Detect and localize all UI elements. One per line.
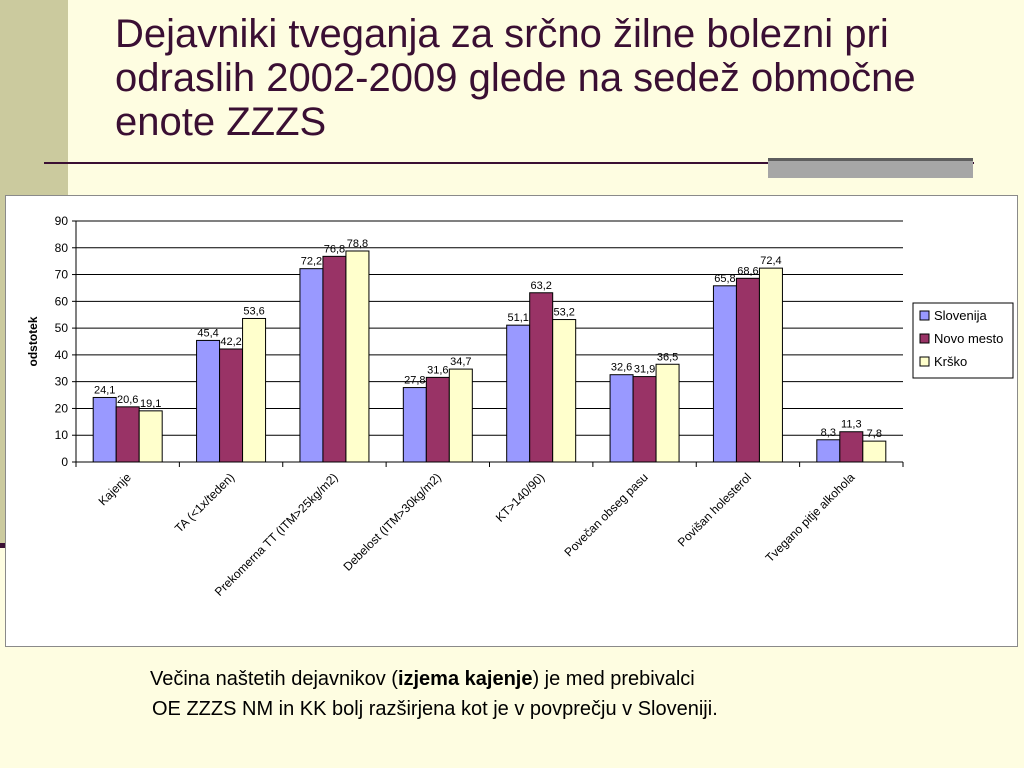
- slide-title: Dejavniki tveganja za srčno žilne bolezn…: [115, 12, 916, 144]
- bar-krško: [345, 250, 370, 463]
- y-tick-label: 20: [55, 401, 69, 415]
- y-tick-label: 60: [55, 294, 69, 308]
- data-label: 68,6: [737, 265, 758, 277]
- data-label: 72,2: [301, 256, 322, 268]
- x-tick-label: Prekomerna TT (ITM>25kg/m2): [212, 470, 341, 599]
- legend-box: [912, 302, 1014, 379]
- legend-swatch: [919, 310, 930, 321]
- data-label: 36,5: [657, 351, 678, 363]
- y-tick-label: 50: [55, 321, 69, 335]
- data-label: 11,3: [841, 419, 862, 431]
- title-rule: [44, 162, 974, 164]
- x-tick-label: Tvegano pitje alkohola: [763, 470, 858, 565]
- legend-label: Slovenija: [934, 308, 988, 323]
- x-tick-label: Kajenje: [96, 470, 134, 508]
- data-label: 34,7: [450, 356, 471, 368]
- bar-slovenija: [609, 374, 634, 463]
- x-tick-label: TA (<1x/teden): [172, 470, 237, 535]
- caption-text-after: ) je med prebivalci: [532, 668, 695, 690]
- caption-bold: izjema kajenje: [397, 668, 533, 690]
- y-tick-label: 90: [55, 214, 69, 228]
- data-label: 42,2: [220, 336, 241, 348]
- bar-krško: [758, 267, 783, 463]
- data-label: 65,8: [714, 273, 735, 285]
- data-label: 31,9: [634, 364, 655, 376]
- bar-krško: [655, 363, 680, 463]
- bar-novo-mesto: [219, 348, 244, 463]
- left-decor-tick: [0, 543, 6, 548]
- bar-krško: [552, 319, 577, 463]
- data-label: 78,8: [347, 238, 368, 250]
- y-tick-label: 0: [61, 455, 68, 469]
- data-label: 51,1: [507, 312, 528, 324]
- title-accent-bar: [768, 158, 973, 178]
- data-label: 27,8: [404, 375, 425, 387]
- y-tick-label: 70: [55, 268, 69, 282]
- bar-krško: [862, 440, 887, 463]
- legend-label: Krško: [934, 354, 967, 369]
- bar-novo-mesto: [839, 431, 864, 463]
- data-label: 8,3: [821, 427, 836, 439]
- data-label: 24,1: [94, 384, 115, 396]
- caption-line-2: OE ZZZS NM in KK bolj razširjena kot je …: [152, 698, 718, 720]
- data-label: 7,8: [867, 428, 882, 440]
- bar-chart: 0 10 20 30 40 50 60 70 80 90 odstotek 24,120,6 19,1 K…: [26, 214, 1014, 599]
- bar-novo-mesto: [322, 255, 347, 463]
- data-label: 76,8: [324, 243, 345, 255]
- legend-label: Novo mesto: [934, 331, 1003, 346]
- data-label: 72,4: [760, 255, 781, 267]
- bar-krško: [448, 368, 473, 463]
- data-label: 20,6: [117, 394, 138, 406]
- y-tick-label: 80: [55, 241, 69, 255]
- chart-frame: 0 10 20 30 40 50 60 70 80 90 odstotek 24,1 20,6 19,1 K…: [5, 195, 1018, 647]
- x-tick-label: Debelost (ITM>30kg/m2): [340, 470, 444, 574]
- data-label: 19,1: [140, 398, 161, 410]
- bar-slovenija: [299, 268, 324, 463]
- bar-krško: [138, 410, 163, 463]
- bar-novo-mesto: [735, 277, 760, 463]
- legend-swatch: [919, 333, 930, 344]
- bar-novo-mesto: [115, 406, 140, 463]
- y-tick-label: 30: [55, 375, 69, 389]
- bar-novo-mesto: [529, 292, 554, 463]
- bar-slovenija: [402, 387, 427, 463]
- x-tick-label: KT>140/90): [493, 470, 547, 524]
- caption-text-before: Večina naštetih dejavnikov (: [150, 668, 398, 690]
- x-tick-label: Povečan obseg pasu: [562, 470, 651, 559]
- slide-caption: Večina naštetih dejavnikov (izjema kajen…: [150, 664, 950, 724]
- x-tick-label: Povišan holesterol: [675, 470, 754, 549]
- data-label: 45,4: [197, 327, 218, 339]
- bar-slovenija: [712, 285, 737, 463]
- bar-slovenija: [196, 339, 221, 463]
- bar-slovenija: [92, 396, 117, 463]
- y-axis-title: odstotek: [26, 316, 40, 366]
- y-tick-label: 40: [55, 348, 69, 362]
- bar-novo-mesto: [632, 376, 657, 463]
- bar-slovenija: [816, 439, 841, 463]
- data-label: 63,2: [530, 280, 551, 292]
- data-label: 53,2: [553, 307, 574, 319]
- bar-krško: [242, 317, 267, 463]
- legend-swatch: [919, 356, 930, 367]
- bar-slovenija: [506, 324, 531, 463]
- data-label: 53,6: [243, 305, 264, 317]
- bar-novo-mesto: [425, 376, 450, 463]
- data-label: 32,6: [611, 362, 632, 374]
- data-label: 31,6: [427, 364, 448, 376]
- y-tick-label: 10: [55, 428, 69, 442]
